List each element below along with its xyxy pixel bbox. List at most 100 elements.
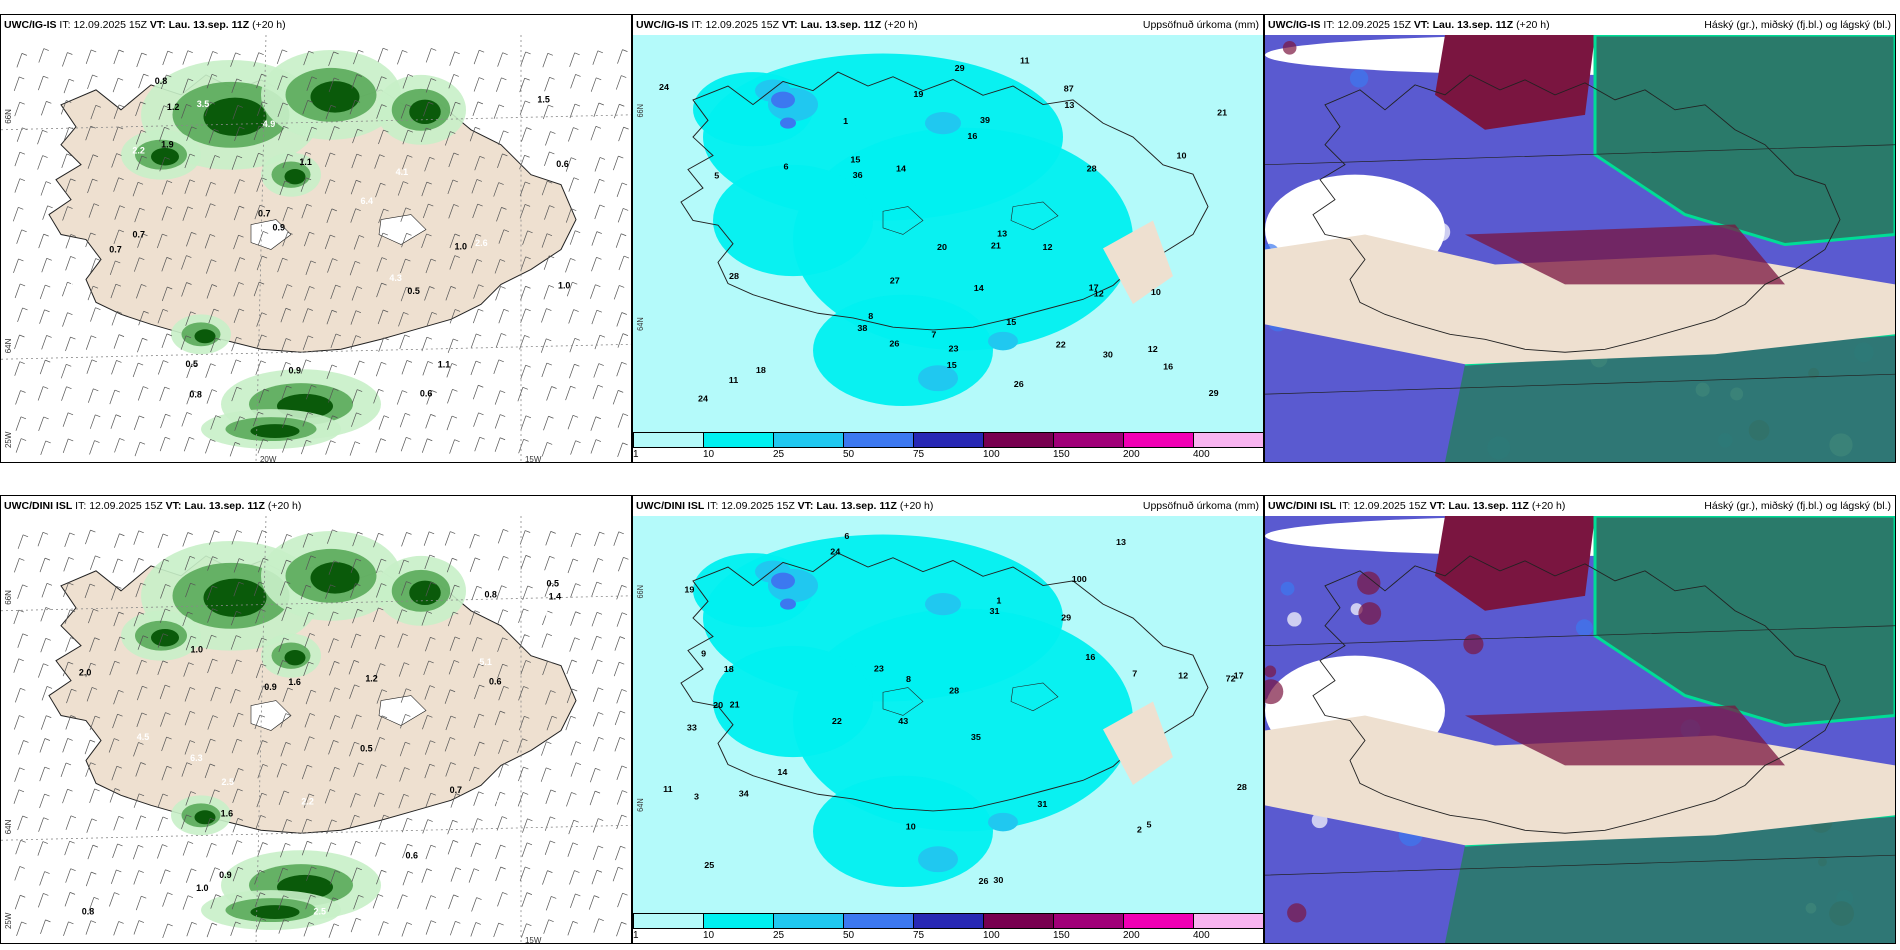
precip-value-label: 72 [1226, 674, 1236, 684]
colorbar-swatch [1193, 913, 1263, 929]
precip-value-label: 0.6 [420, 389, 432, 399]
cloud-edge [1593, 35, 1895, 247]
precip-value-label: 6 [784, 162, 789, 172]
precip-value-label: 0.7 [258, 208, 270, 218]
glacier-outline [882, 201, 1059, 235]
precip-value-label: 1.6 [221, 809, 233, 819]
precip-value-label: 13 [1064, 100, 1074, 110]
panel-right-title: Háský (gr.), miðský (fj.bl.) og lágský (… [1704, 19, 1891, 31]
precip-value-label: 11 [1020, 56, 1030, 66]
wind-map[interactable]: 3.5 0.8 1.0 0.6 4.9 1.2 6.4 0.7 1.1 0.5 4.1 1.5 3.7 0… [1, 35, 631, 462]
precip-value-label: 15 [850, 155, 860, 165]
colorbar-label: 200 [1123, 449, 1140, 460]
wind-map[interactable]: 1.0 0.9 2.0 5.1 3.1 4.5 2.5 0.5 6.3 1.2 0.8 0.6 2.2 1… [1, 516, 631, 943]
precip-value-label: 16 [1163, 362, 1173, 372]
cloud-map[interactable] [1265, 35, 1895, 462]
precip-value-label: 13 [1116, 537, 1126, 547]
high-cloud-band [1465, 224, 1785, 285]
precip-value-label: 10 [1151, 287, 1161, 297]
colorbar-label: 150 [1053, 930, 1070, 941]
precip-green-areas [121, 49, 466, 450]
precip-value-label: 0.8 [484, 589, 496, 599]
precip-value-label: 23 [949, 344, 959, 354]
glacier-outline [250, 695, 427, 731]
precip-value-label: 10 [1176, 151, 1186, 161]
precip-value-label: 28 [1087, 164, 1097, 174]
precip-value-label: 1.1 [438, 360, 450, 370]
cloud-edge [1593, 516, 1895, 728]
precip-value-label: 3 [694, 792, 699, 802]
precip-value-label: 1.4 [549, 592, 561, 602]
precip-value-label: 16 [967, 131, 977, 141]
lat-lines [1265, 625, 1895, 876]
precip-value-label: 0.8 [189, 390, 201, 400]
precip-value-label: 3.7 [61, 279, 73, 289]
precip-value-label: 2.9 [493, 793, 505, 803]
precip-value-label: 25 [704, 860, 714, 870]
precip-value-label: 34 [739, 789, 749, 799]
precip-value-label: 2.2 [132, 146, 144, 156]
precip-value-label: 12 [1148, 344, 1158, 354]
panel-dini-cloud: UWC/DINI ISL IT: 12.09.2025 15Z VT: Lau.… [1264, 495, 1896, 944]
precip-value-label: 21 [1217, 108, 1227, 118]
precip-value-label: 2.0 [79, 667, 91, 677]
panel-header: UWC/IG-IS IT: 12.09.2025 15Z VT: Lau. 13… [1265, 15, 1895, 35]
panel-header: UWC/DINI ISL IT: 12.09.2025 15Z VT: Lau.… [633, 496, 1263, 516]
cloud-map[interactable] [1265, 516, 1895, 943]
axis-label: 25W [4, 431, 13, 448]
precip-value-label: 17 [1089, 283, 1099, 293]
colorbar-swatch [1053, 913, 1124, 929]
colorbar-swatch [1053, 432, 1124, 448]
precip-value-label: 15 [947, 360, 957, 370]
panel-right-title: Uppsöfnuð úrkoma (mm) [1142, 19, 1259, 31]
precip-value-label: 0.9 [273, 223, 285, 233]
colorbar-label: 75 [913, 449, 925, 460]
precip-value-label: 35 [971, 732, 981, 742]
precip-value-label: 2.6 [475, 238, 487, 248]
colorbar-swatch [773, 432, 844, 448]
precip-value-label: 1 [843, 116, 848, 126]
low-cloud-area [1595, 35, 1895, 245]
dry-land-area [1103, 220, 1173, 304]
colorbar: 1 10 25 50 75 100 150 200 400 [633, 432, 1263, 462]
precip-value-label: 22 [1056, 340, 1066, 350]
colorbar-label: 50 [843, 449, 855, 460]
panel-igis-precip: UWC/IG-IS IT: 12.09.2025 15Z VT: Lau. 13… [632, 14, 1264, 463]
precip-value-label: 8 [868, 311, 873, 321]
precip-value-label: 4.1 [396, 167, 408, 177]
lat-lon-grid [1, 35, 631, 462]
precip-value-label: 11 [663, 784, 673, 794]
precip-value-label: 28 [729, 271, 739, 281]
iceland-coastline [680, 552, 1209, 812]
precip-map[interactable]: 6 100 72 43 35 21 19 29 33 31 28 25 24 22 26 30 10 13 16 14… [633, 516, 1263, 913]
precip-value-label: 0.6 [406, 851, 418, 861]
precip-value-label: 6 [844, 531, 849, 541]
colorbar-label: 25 [773, 449, 785, 460]
colorbar-swatch [773, 913, 844, 929]
precip-value-label: 0.6 [556, 159, 568, 169]
precip-value-label: 14 [974, 283, 984, 293]
colorbar-swatch [633, 913, 704, 929]
precip-value-label: 12 [1178, 671, 1188, 681]
precip-value-label: 16 [1085, 652, 1095, 662]
precip-value-label: 6.6 [163, 826, 175, 836]
precip-value-label: 21 [991, 241, 1001, 251]
precip-value-label: 0.5 [407, 286, 419, 296]
precip-value-label: 87 [1064, 84, 1074, 94]
panel-header: UWC/DINI ISL IT: 12.09.2025 15Z VT: Lau.… [1265, 496, 1895, 516]
panel-right-title: Háský (gr.), miðský (fj.bl.) og lágský (… [1704, 500, 1891, 512]
precip-value-label: 5.1 [479, 657, 491, 667]
colorbar-label: 150 [1053, 449, 1070, 460]
colorbar-label: 400 [1193, 449, 1210, 460]
precip-value-label: 28 [1237, 782, 1247, 792]
low-cloud-area [1595, 516, 1895, 726]
colorbar-label: 50 [843, 930, 855, 941]
colorbar-swatch [913, 432, 984, 448]
colorbar-swatch [703, 432, 774, 448]
precip-value-label: 26 [889, 339, 899, 349]
panel-igis-wind: UWC/IG-IS IT: 12.09.2025 15Z VT: Lau. 13… [0, 14, 632, 463]
precip-map[interactable]: 11 10 13 14 19 11 12 87 30 38 29 36 26 29 22 15 17 28 20 21… [633, 35, 1263, 432]
precip-value-label: 0.6 [489, 677, 501, 687]
precip-value-label: 17 [1234, 671, 1244, 681]
precip-value-label: 2 [1137, 825, 1142, 835]
